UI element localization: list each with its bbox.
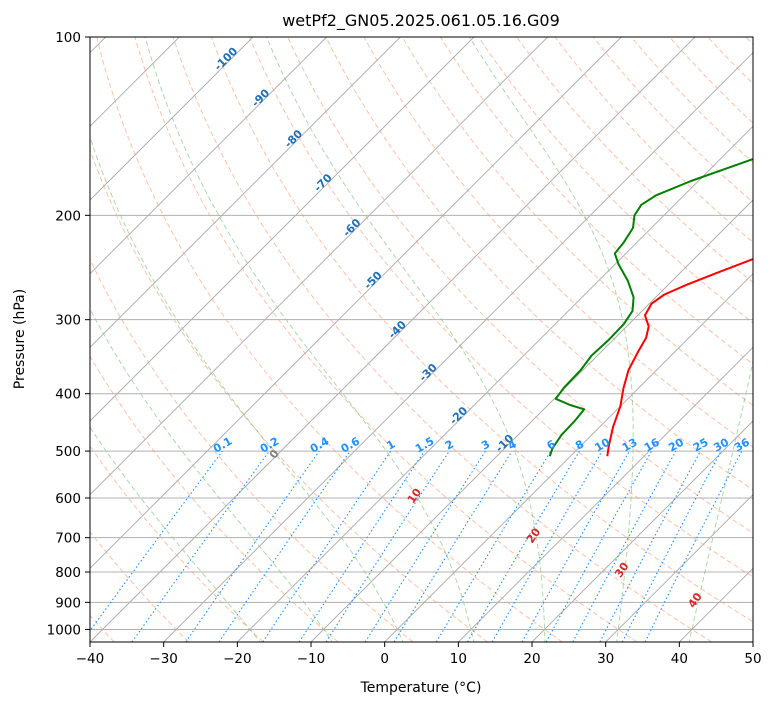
temperature-trace [606,257,753,457]
y-tick-label: 800 [55,565,81,581]
background-lines [90,37,753,642]
isotherm-line [384,272,753,642]
dry-adiabat [210,37,753,623]
y-tick-label: 500 [55,444,81,460]
dry-adiabat [592,37,753,203]
mixing-ratio-line [491,450,603,642]
mixing-ratio-line [90,450,223,632]
x-tick-label: 40 [671,651,688,667]
isotherm-line [90,37,622,570]
y-axis: 100 200 300 400 500 600 700 800 900 1000 [47,30,90,638]
dry-adiabat [172,37,712,642]
x-tick-label: −20 [223,651,252,667]
mixing-ratio-line [364,450,486,642]
dry-adiabat [363,37,753,448]
dry-adiabat [96,37,563,642]
mixing-ratio-line [572,450,677,642]
mixing-ratio-line [218,450,351,642]
isotherm-line [163,51,753,642]
isotherm-line [90,37,401,349]
dry-adiabat [90,355,339,642]
plot-frame [89,36,754,643]
y-tick-label: 100 [55,30,81,46]
x-tick-label: 20 [523,651,540,667]
isotherm-line [90,37,475,422]
isotherm-line [605,493,753,642]
mixing-ratio-line [467,450,580,642]
chart-title: wetPf2_GN05.2025.061.05.16.G09 [282,11,560,31]
isotherm-line [236,125,753,642]
isotherm-line [90,37,696,642]
moist-adiabat [90,426,261,642]
y-tick-label: 1000 [47,622,81,638]
x-tick-label: −10 [297,651,326,667]
y-tick-label: 300 [55,313,81,329]
mixing-ratio-line [131,450,270,642]
profile-traces [548,157,753,457]
dry-adiabat [401,37,753,406]
mixing-ratio-line [325,450,450,642]
mixing-ratio-line [393,450,513,642]
x-axis-label: Temperature (°C) [360,680,482,696]
y-tick-label: 200 [55,208,81,224]
dry-adiabat [90,258,414,642]
isotherm-line [531,420,753,642]
mixing-ratio-line [521,450,630,642]
dry-adiabat [90,531,190,642]
isotherm-line [90,37,328,275]
moist-adiabat [90,308,333,642]
dewpoint-trace [548,157,753,457]
isotherm-line [310,199,753,642]
isotherm-line [457,346,753,642]
y-axis-label: Pressure (hPa) [12,289,28,389]
y-tick-label: 400 [55,387,81,403]
x-tick-label: 30 [597,651,614,667]
x-tick-label: 0 [380,651,389,667]
dry-adiabat [134,37,638,642]
y-tick-label: 900 [55,595,81,611]
mixing-ratio-line [435,450,552,642]
dry-adiabat [287,37,753,534]
mixing-ratio-line [185,450,320,642]
x-tick-label: 50 [744,651,761,667]
dry-adiabat [478,37,753,324]
x-tick-label: −40 [76,651,105,667]
dry-adiabat [90,148,488,642]
isotherm-line [90,37,254,201]
x-tick-label: 10 [450,651,467,667]
dry-adiabat [516,37,753,284]
x-axis: −40 −30 −20 −10 0 10 20 30 40 50 [76,642,762,667]
y-tick-label: 700 [55,531,81,547]
y-tick-label: 600 [55,491,81,507]
mixing-ratio-line [545,450,653,642]
dry-adiabat [325,37,753,491]
isotherm-line [90,37,549,496]
x-tick-label: −30 [149,651,178,667]
